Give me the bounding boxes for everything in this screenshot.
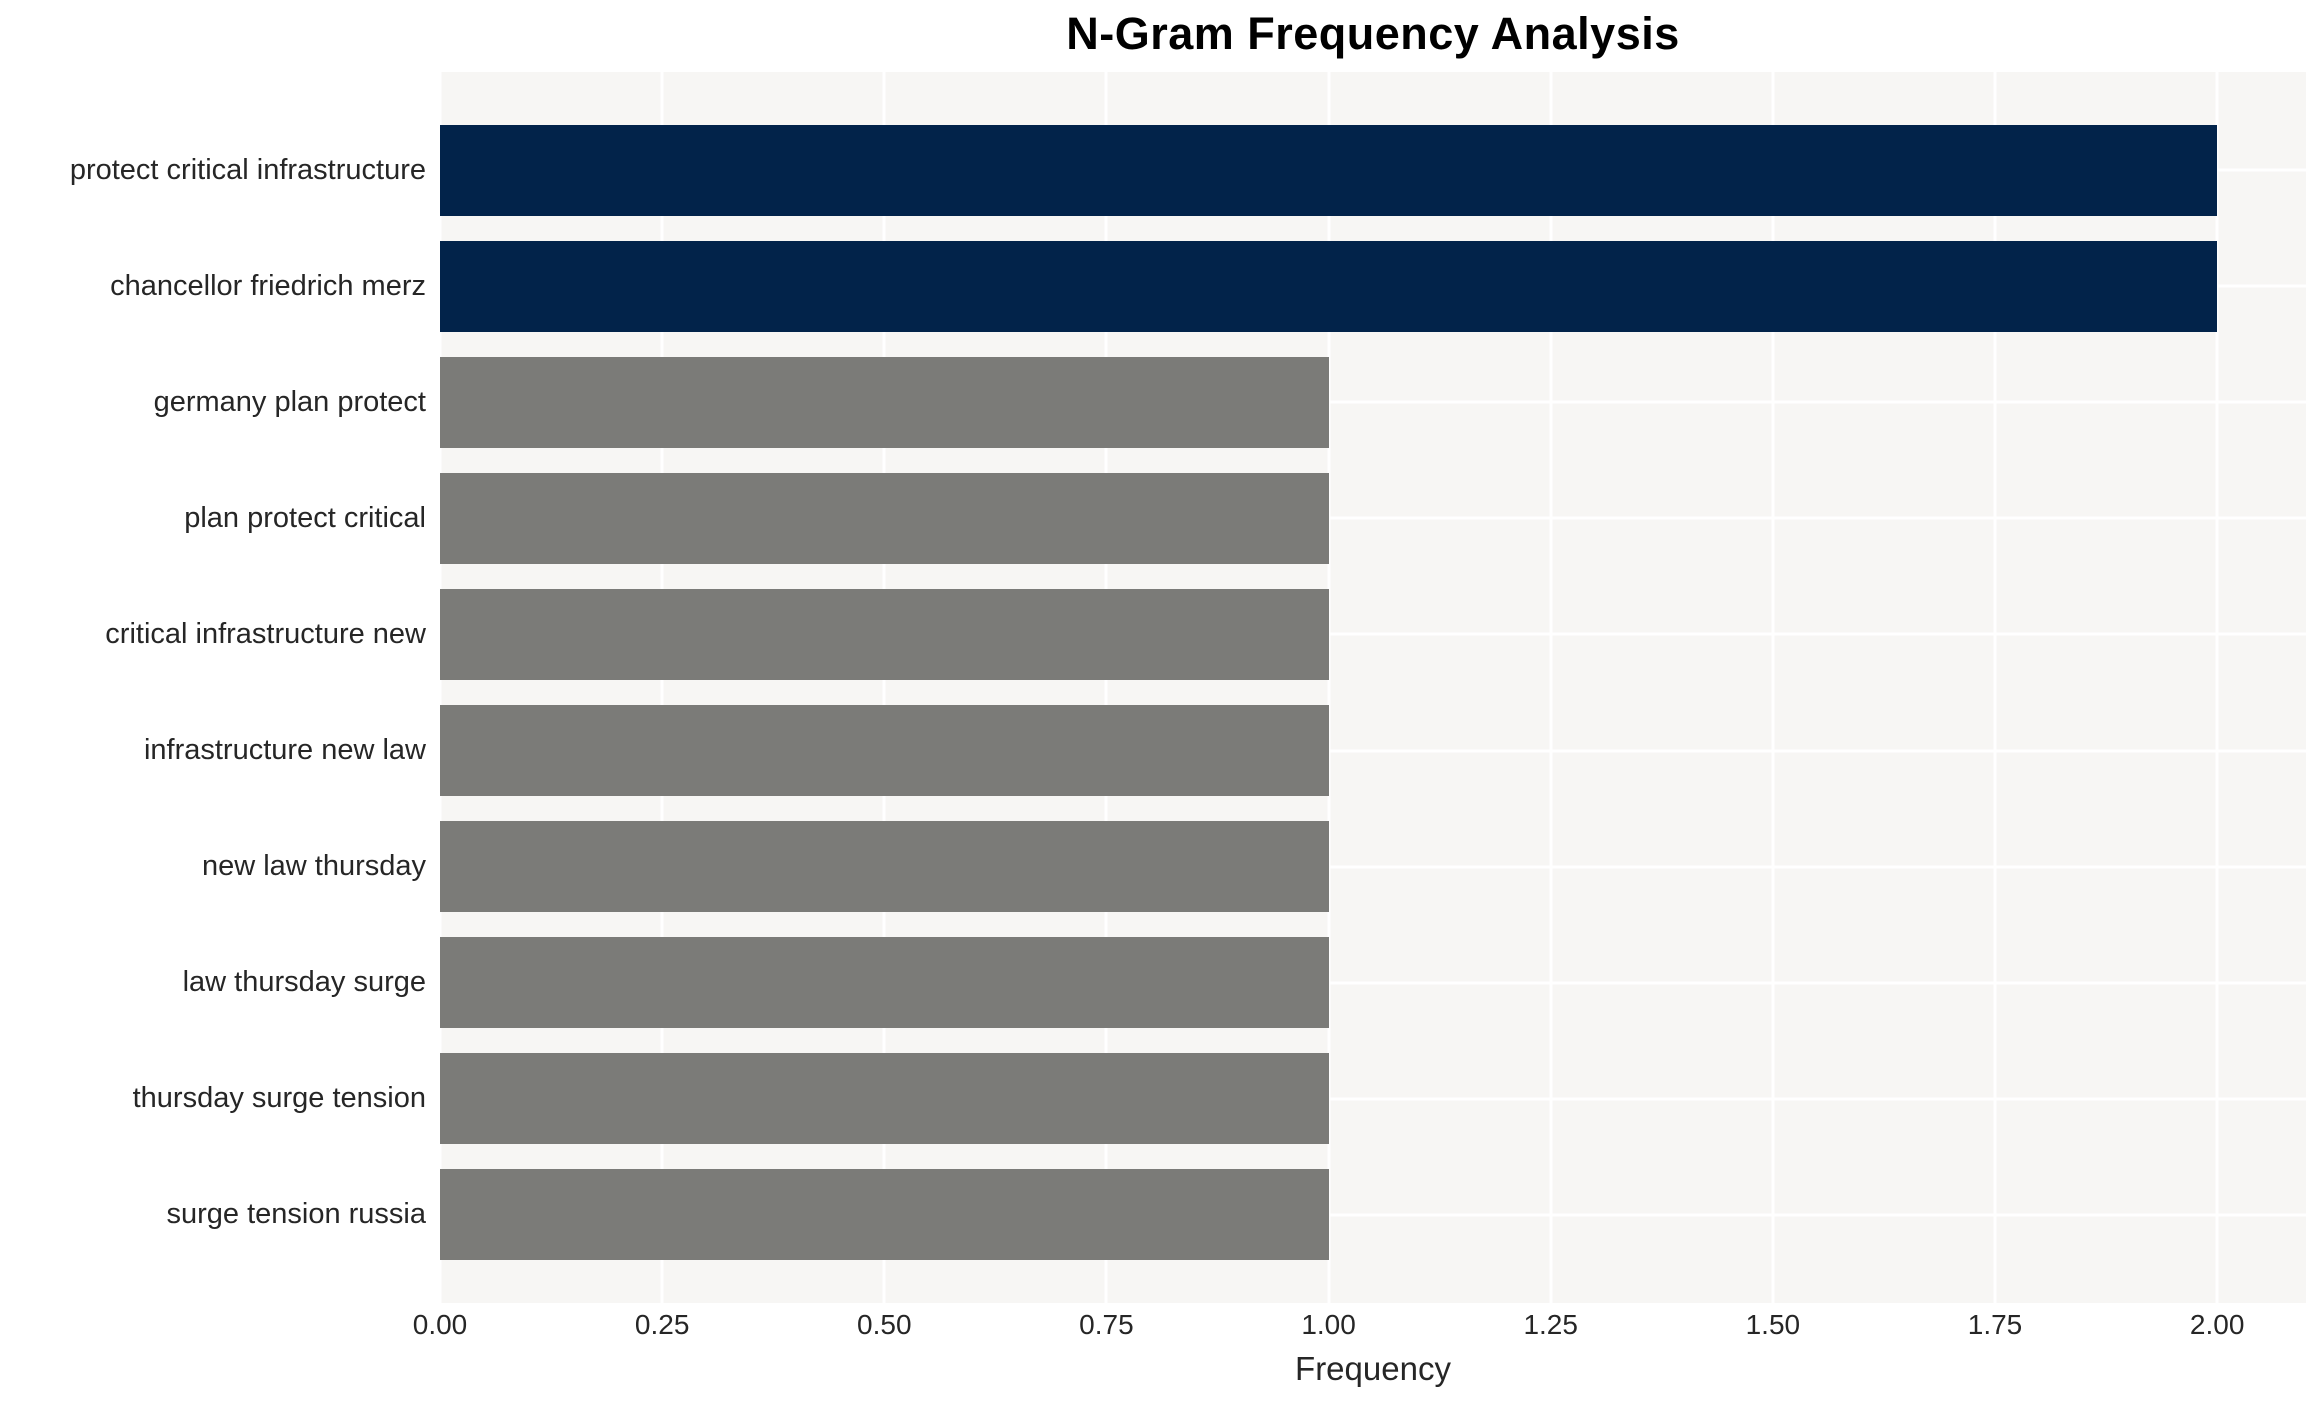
category-label: infrastructure new law <box>143 734 426 767</box>
vertical-gridline <box>660 72 664 1303</box>
chart-row: law thursday surge <box>0 925 2306 1041</box>
frequency-bar <box>440 821 1329 913</box>
x-tick-label: 2.00 <box>2189 1309 2245 1340</box>
chart-row: protect critical infrastructure <box>0 112 2306 228</box>
horizontal-gridline <box>440 632 2306 636</box>
frequency-bar <box>440 705 1329 797</box>
x-axis-ticks: 0.00 0.25 0.50 0.75 1.00 1.25 1.50 1.75 2.00 <box>413 1309 2306 1345</box>
bar-track <box>440 1157 2306 1273</box>
horizontal-gridline <box>440 865 2306 869</box>
category-label: chancellor friedrich merz <box>110 269 426 302</box>
bar-track <box>440 460 2306 576</box>
frequency-bar <box>440 588 1329 680</box>
x-tick-label: 0.25 <box>634 1309 690 1340</box>
category-label: germany plan protect <box>153 385 426 418</box>
x-axis-label: Frequency <box>1295 1350 1451 1387</box>
vertical-gridline <box>1104 72 1108 1303</box>
frequency-bar <box>440 1053 1329 1145</box>
chart-row: new law thursday <box>0 809 2306 925</box>
vertical-gridline <box>1771 72 1775 1303</box>
vertical-gridline <box>1993 72 1997 1303</box>
x-tick-label: 1.75 <box>1967 1309 2023 1340</box>
chart-row: infrastructure new law <box>0 692 2306 808</box>
bar-track <box>440 809 2306 925</box>
bar-track <box>440 692 2306 808</box>
vertical-gridline <box>1327 72 1331 1303</box>
chart-row: plan protect critical <box>0 460 2306 576</box>
chart-title: N-Gram Frequency Analysis <box>1066 8 1680 59</box>
frequency-bar <box>440 472 1329 564</box>
bar-track <box>440 1041 2306 1157</box>
vertical-gridline <box>882 72 886 1303</box>
bar-track <box>440 228 2306 344</box>
bar-track <box>440 344 2306 460</box>
vertical-gridline <box>2215 72 2219 1303</box>
vertical-gridline <box>438 72 442 1303</box>
x-tick-label: 1.50 <box>1745 1309 1801 1340</box>
vertical-gridline <box>1549 72 1553 1303</box>
frequency-bar <box>440 124 2218 216</box>
chart-row: thursday surge tension <box>0 1041 2306 1157</box>
frequency-bar <box>440 1169 1329 1261</box>
x-tick-label: 1.25 <box>1523 1309 1578 1340</box>
category-label: new law thursday <box>201 850 426 883</box>
x-tick-label: 0.00 <box>412 1309 468 1340</box>
bar-track <box>440 925 2306 1041</box>
frequency-bar <box>440 937 1329 1029</box>
horizontal-gridline <box>440 1097 2306 1101</box>
bar-rows: protect critical infrastructure chancello… <box>0 72 2306 1303</box>
x-tick-label: 0.50 <box>857 1309 912 1340</box>
chart-row: germany plan protect <box>0 344 2306 460</box>
horizontal-gridline <box>440 749 2306 753</box>
category-label: plan protect critical <box>184 501 426 534</box>
category-label: critical infrastructure new <box>105 617 426 650</box>
horizontal-gridline <box>440 516 2306 520</box>
horizontal-gridline <box>440 981 2306 985</box>
bar-track <box>440 112 2306 228</box>
x-tick-label: 1.00 <box>1301 1309 1356 1340</box>
category-label: law thursday surge <box>182 966 426 999</box>
frequency-bar <box>440 356 1329 448</box>
category-label: thursday surge tension <box>132 1082 426 1115</box>
chart-row: surge tension russia <box>0 1157 2306 1273</box>
category-label: protect critical infrastructure <box>69 153 426 186</box>
horizontal-gridline <box>440 400 2306 404</box>
category-label: surge tension russia <box>166 1198 426 1231</box>
bar-track <box>440 576 2306 692</box>
chart-row: critical infrastructure new <box>0 576 2306 692</box>
frequency-bar <box>440 240 2218 332</box>
chart-row: chancellor friedrich merz <box>0 228 2306 344</box>
x-tick-label: 0.75 <box>1079 1309 1134 1340</box>
horizontal-gridline <box>440 1213 2306 1217</box>
